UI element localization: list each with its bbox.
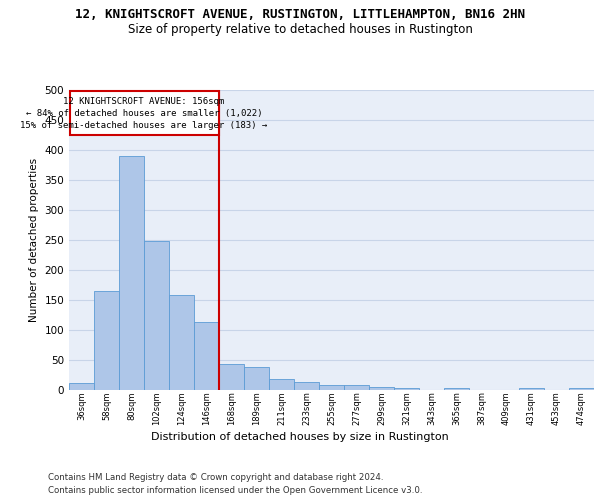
Bar bbox=[269, 379, 294, 390]
Bar bbox=[119, 156, 144, 390]
Text: Distribution of detached houses by size in Rustington: Distribution of detached houses by size … bbox=[151, 432, 449, 442]
Bar bbox=[69, 383, 94, 390]
Bar bbox=[319, 384, 344, 390]
Bar bbox=[194, 322, 219, 390]
Bar bbox=[569, 388, 594, 390]
Bar bbox=[369, 387, 394, 390]
Text: 12, KNIGHTSCROFT AVENUE, RUSTINGTON, LITTLEHAMPTON, BN16 2HN: 12, KNIGHTSCROFT AVENUE, RUSTINGTON, LIT… bbox=[75, 8, 525, 20]
Bar bbox=[519, 388, 544, 390]
Bar bbox=[219, 364, 244, 390]
Text: ← 84% of detached houses are smaller (1,022): ← 84% of detached houses are smaller (1,… bbox=[26, 108, 262, 118]
Text: Contains public sector information licensed under the Open Government Licence v3: Contains public sector information licen… bbox=[48, 486, 422, 495]
Bar bbox=[244, 366, 269, 390]
Text: Contains HM Land Registry data © Crown copyright and database right 2024.: Contains HM Land Registry data © Crown c… bbox=[48, 472, 383, 482]
Bar bbox=[294, 382, 319, 390]
Text: Size of property relative to detached houses in Rustington: Size of property relative to detached ho… bbox=[128, 22, 472, 36]
Bar bbox=[94, 291, 119, 390]
FancyBboxPatch shape bbox=[70, 91, 218, 135]
Bar bbox=[394, 388, 419, 390]
Bar bbox=[444, 388, 469, 390]
Y-axis label: Number of detached properties: Number of detached properties bbox=[29, 158, 39, 322]
Bar bbox=[344, 384, 369, 390]
Bar bbox=[169, 295, 194, 390]
Text: 12 KNIGHTSCROFT AVENUE: 156sqm: 12 KNIGHTSCROFT AVENUE: 156sqm bbox=[64, 96, 224, 106]
Bar bbox=[144, 241, 169, 390]
Text: 15% of semi-detached houses are larger (183) →: 15% of semi-detached houses are larger (… bbox=[20, 120, 268, 130]
